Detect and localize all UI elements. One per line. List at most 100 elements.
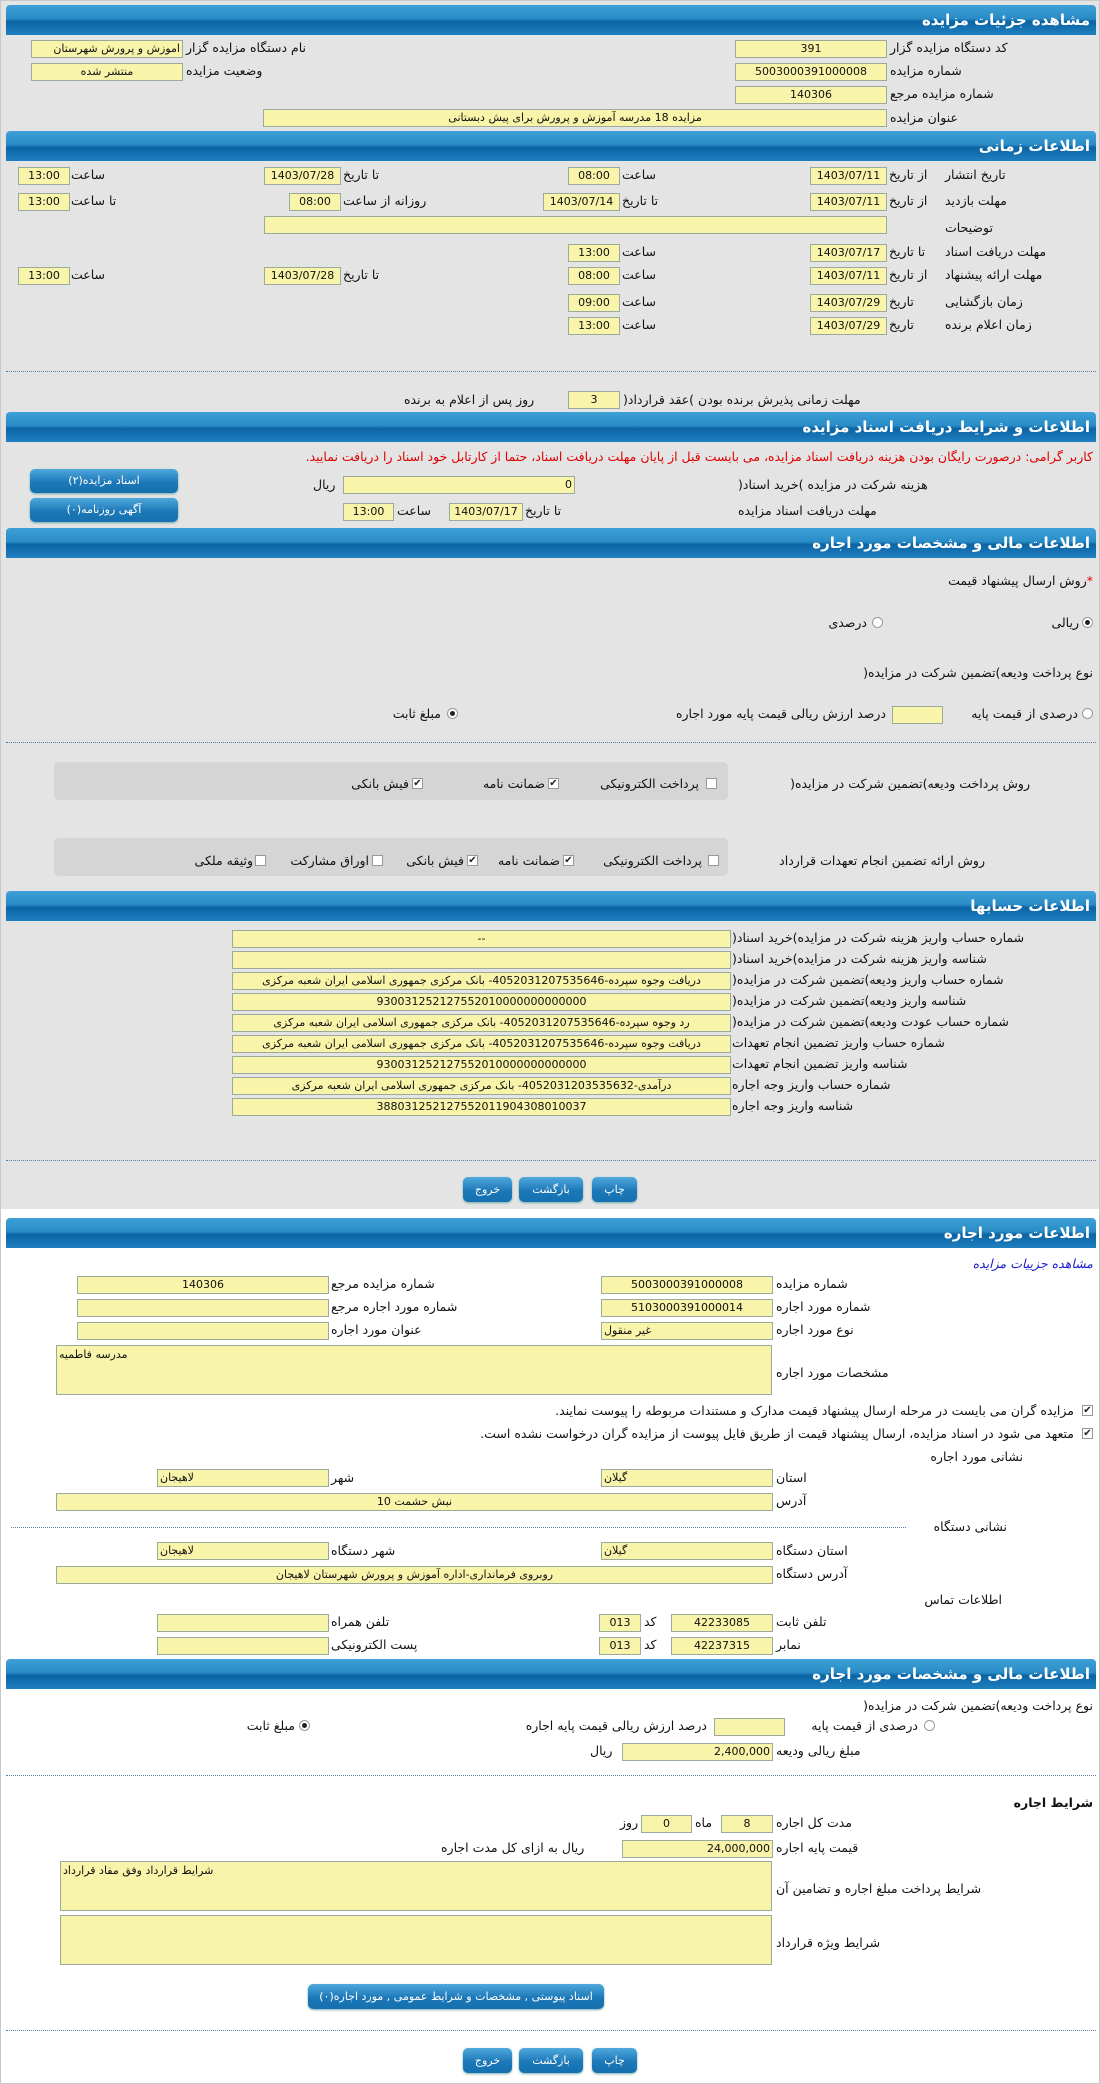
- lease-item-ref-field[interactable]: [77, 1299, 329, 1317]
- payment-terms-label: شرایط پرداخت مبلغ اجاره و تضامین آن: [776, 1881, 982, 1896]
- lease-item-title-field[interactable]: [77, 1322, 329, 1340]
- publish-to-time[interactable]: 13:00: [18, 167, 70, 185]
- duration-days-field[interactable]: 0: [641, 1815, 692, 1833]
- exit-button-bottom[interactable]: خروج: [463, 2048, 512, 2073]
- price-method-rial-radio[interactable]: [1082, 617, 1093, 628]
- province-field[interactable]: گیلان: [601, 1469, 773, 1487]
- base-price-field[interactable]: 24,000,000: [622, 1840, 773, 1858]
- email-field[interactable]: [157, 1637, 329, 1655]
- opening-time[interactable]: 09:00: [568, 294, 620, 312]
- doc-receive-time[interactable]: 13:00: [568, 244, 620, 262]
- visit-daily-from[interactable]: 08:00: [289, 193, 341, 211]
- base-price-label: قیمت پایه اجاره: [776, 1840, 859, 1855]
- commit-property-checkbox[interactable]: [255, 855, 266, 866]
- status-field[interactable]: منتشر شده: [31, 63, 183, 81]
- back-button[interactable]: بازگشت: [519, 1177, 583, 1202]
- offer-to-date[interactable]: 1403/07/28: [264, 267, 341, 285]
- lease-ref-number-field[interactable]: 140306: [77, 1276, 329, 1294]
- doc-deadline-time[interactable]: 13:00: [343, 503, 394, 521]
- winner-time[interactable]: 13:00: [568, 317, 620, 335]
- duration-months-field[interactable]: 8: [721, 1815, 773, 1833]
- auction-number-label: شماره مزایده: [890, 63, 962, 78]
- payment-terms-textarea[interactable]: شرایط قرارداد وفق مفاد قرارداد: [60, 1861, 772, 1911]
- account-value[interactable]: درآمدی-4052031203535632- بانک مرکزی جمهو…: [232, 1077, 731, 1095]
- auction-documents-button[interactable]: اسناد مزایده(۲): [30, 469, 178, 493]
- account-value[interactable]: دریافت وجوه سپرده-4052031207535646- بانک…: [232, 972, 731, 990]
- opening-date[interactable]: 1403/07/29: [810, 294, 887, 312]
- lease-address-title: نشانی مورد اجاره: [930, 1449, 1023, 1464]
- mobile-field[interactable]: [157, 1614, 329, 1632]
- deposit-bank-receipt-checkbox[interactable]: ✔: [412, 778, 423, 789]
- account-value[interactable]: دریافت وجوه سپرده-4052031207535646- بانک…: [232, 1035, 731, 1053]
- attach-documents-checkbox[interactable]: ✔: [1082, 1405, 1093, 1416]
- to-date-label: تا تاریخ: [622, 193, 659, 208]
- org-city-field[interactable]: لاهیجان: [157, 1542, 329, 1560]
- publish-from-date[interactable]: 1403/07/11: [810, 167, 887, 185]
- print-button[interactable]: چاپ: [592, 1177, 637, 1202]
- lease-deposit-percent-field[interactable]: [714, 1718, 785, 1736]
- deposit-percent-radio[interactable]: [1082, 708, 1093, 719]
- reference-number-field[interactable]: 140306: [735, 86, 887, 104]
- org-name-field[interactable]: اموزش و پرورش شهرستان: [31, 40, 183, 58]
- print-button-bottom[interactable]: چاپ: [592, 2048, 637, 2073]
- special-terms-textarea[interactable]: [60, 1915, 772, 1965]
- deposit-amount-field[interactable]: 2,400,000: [622, 1743, 773, 1761]
- org-address-field[interactable]: روبروی فرمانداری-اداره آموزش و پرورش شهر…: [56, 1566, 773, 1584]
- publish-to-date[interactable]: 1403/07/28: [264, 167, 341, 185]
- lease-auction-number-field[interactable]: 5003000391000008: [601, 1276, 773, 1294]
- doc-receive-date[interactable]: 1403/07/17: [810, 244, 887, 262]
- city-field[interactable]: لاهیجان: [157, 1469, 329, 1487]
- visit-daily-to[interactable]: 13:00: [18, 193, 70, 211]
- winner-date[interactable]: 1403/07/29: [810, 317, 887, 335]
- doc-deadline-date[interactable]: 1403/07/17: [449, 503, 523, 521]
- no-file-offer-checkbox[interactable]: ✔: [1082, 1428, 1093, 1439]
- offer-from-time[interactable]: 08:00: [568, 267, 620, 285]
- phone-field[interactable]: 42233085: [671, 1614, 773, 1632]
- hour-label: ساعت: [397, 503, 432, 518]
- lease-specs-textarea[interactable]: مدرسه فاطمیه: [56, 1345, 772, 1395]
- offer-to-time[interactable]: 13:00: [18, 267, 70, 285]
- lease-deposit-fixed-radio[interactable]: [299, 1720, 310, 1731]
- org-city-label: شهر دستگاه: [331, 1543, 396, 1558]
- fax-field[interactable]: 42237315: [671, 1637, 773, 1655]
- deposit-electronic-checkbox[interactable]: [706, 778, 717, 789]
- commit-bonds-checkbox[interactable]: [372, 855, 383, 866]
- status-label: وضعیت مزایده: [186, 63, 263, 78]
- phone-code-field[interactable]: 013: [599, 1614, 641, 1632]
- commit-electronic-checkbox[interactable]: [708, 855, 719, 866]
- account-value[interactable]: رد وجوه سپرده-4052031207535646- بانک مرک…: [232, 1014, 731, 1032]
- fee-field[interactable]: 0: [343, 476, 575, 494]
- offer-from-date[interactable]: 1403/07/11: [810, 267, 887, 285]
- account-value[interactable]: [232, 951, 731, 969]
- hour-label: ساعت: [71, 167, 106, 182]
- lease-item-type-field[interactable]: غیر منقول: [601, 1322, 773, 1340]
- exit-button[interactable]: خروج: [463, 1177, 512, 1202]
- auction-number-field[interactable]: 5003000391000008: [735, 63, 887, 81]
- description-field[interactable]: [264, 216, 887, 234]
- attachments-button[interactable]: اسناد پیوستی , مشخصات و شرایط عمومی , مو…: [308, 1984, 604, 2009]
- auction-title-field[interactable]: مزایده 18 مدرسه آموزش و پرورش برای پیش د…: [263, 109, 887, 127]
- fax-code-field[interactable]: 013: [599, 1637, 641, 1655]
- account-value[interactable]: 930031252127552010000000000000: [232, 1056, 731, 1074]
- deposit-percent-field[interactable]: [892, 706, 943, 724]
- newspaper-ads-button[interactable]: آگهی روزنامه(۰): [30, 498, 178, 522]
- address-field[interactable]: نبش حشمت 10: [56, 1493, 773, 1511]
- lease-item-number-field[interactable]: 5103000391000014: [601, 1299, 773, 1317]
- publish-from-time[interactable]: 08:00: [568, 167, 620, 185]
- org-code-field[interactable]: 391: [735, 40, 887, 58]
- account-value[interactable]: --: [232, 930, 731, 948]
- commit-bank-receipt-checkbox[interactable]: ✔: [467, 855, 478, 866]
- account-value[interactable]: 388031252127552011904308010037: [232, 1098, 731, 1116]
- deposit-guarantee-checkbox[interactable]: ✔: [548, 778, 559, 789]
- visit-from-date[interactable]: 1403/07/11: [810, 193, 887, 211]
- acceptance-days-field[interactable]: 3: [568, 391, 620, 409]
- org-province-field[interactable]: گیلان: [601, 1542, 773, 1560]
- account-value[interactable]: 930031252127552010000000000000: [232, 993, 731, 1011]
- visit-to-date[interactable]: 1403/07/14: [543, 193, 620, 211]
- auction-details-link[interactable]: مشاهده جزییات مزایده: [972, 1256, 1093, 1271]
- deposit-fixed-radio[interactable]: [447, 708, 458, 719]
- back-button-bottom[interactable]: بازگشت: [519, 2048, 583, 2073]
- price-method-percent-radio[interactable]: [872, 617, 883, 628]
- lease-deposit-percent-radio[interactable]: [924, 1720, 935, 1731]
- commit-guarantee-checkbox[interactable]: ✔: [563, 855, 574, 866]
